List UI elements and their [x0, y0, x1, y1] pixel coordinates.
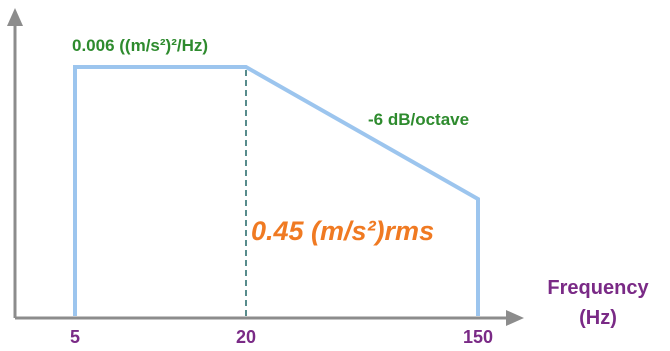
tick-label-20: 20: [236, 327, 256, 347]
plateau-label: 0.006 ((m/s²)²/Hz): [72, 36, 208, 55]
y-axis-arrow: [7, 8, 23, 26]
tick-label-150: 150: [463, 327, 493, 347]
x-axis-label-hz: (Hz): [579, 307, 617, 329]
x-axis-label-frequency: Frequency: [547, 277, 649, 299]
x-axis-arrow: [506, 310, 524, 326]
psd-profile: [73, 65, 480, 316]
rms-label: 0.45 (m/s²)rms: [251, 216, 434, 246]
tick-label-5: 5: [70, 327, 80, 347]
slope-label: -6 dB/octave: [368, 110, 469, 129]
